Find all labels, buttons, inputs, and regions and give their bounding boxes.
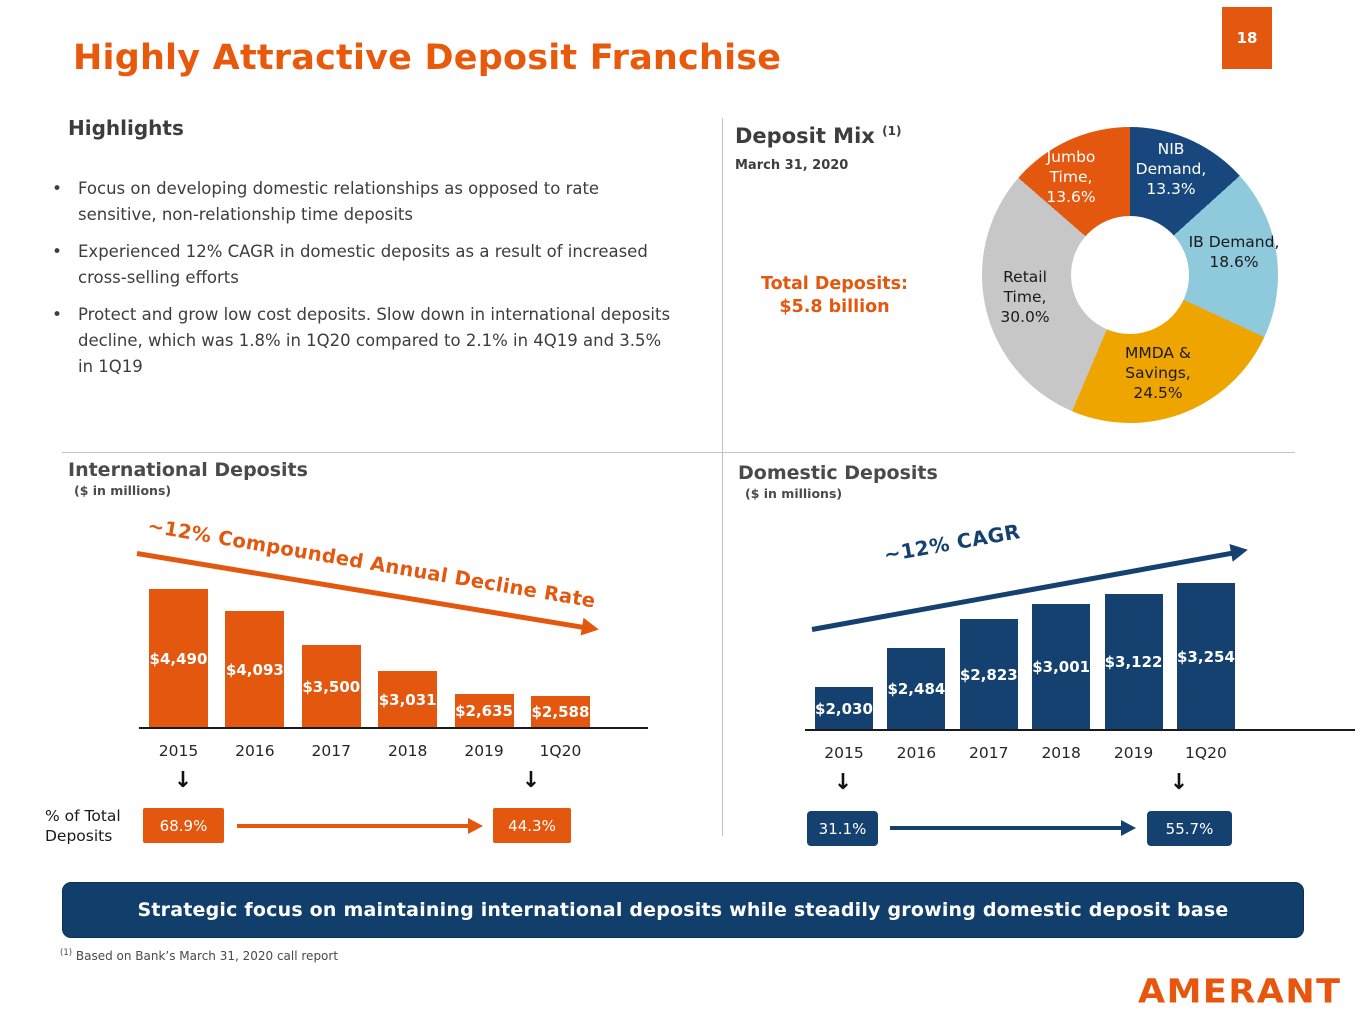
x-tick-label: 1Q20 xyxy=(1185,744,1227,762)
x-tick-label: 2017 xyxy=(969,744,1009,762)
donut-label-jumbo-time: Jumbo Time, 13.6% xyxy=(1046,148,1096,206)
bar-1Q20: $3,254 xyxy=(1176,583,1235,730)
x-tick-label: 2018 xyxy=(387,742,428,760)
bar-value-label: $3,001 xyxy=(1032,658,1091,676)
horizontal-divider xyxy=(62,452,1295,453)
bar-value-label: $2,484 xyxy=(887,680,946,698)
highlight-bullet: Experienced 12% CAGR in domestic deposit… xyxy=(50,239,680,291)
x-tick-label: 2017 xyxy=(311,742,351,760)
deposit-mix-date: March 31, 2020 xyxy=(735,158,849,173)
page-number: 18 xyxy=(1236,29,1258,47)
right-arrow-icon xyxy=(237,818,483,834)
bar-2018: $3,001 xyxy=(1032,604,1091,730)
x-tick-label: 2016 xyxy=(896,744,937,762)
x-tick-label: 2019 xyxy=(1113,744,1154,762)
x-tick-label: 2018 xyxy=(1041,744,1081,762)
page-title: Highly Attractive Deposit Franchise xyxy=(73,38,782,78)
bar-value-label: $4,093 xyxy=(225,660,284,679)
international-deposits-heading: International Deposits xyxy=(68,459,308,481)
donut-label-ib-demand: IB Demand, 18.6% xyxy=(1188,233,1280,271)
page-number-badge: 18 xyxy=(1222,7,1272,69)
right-arrow-icon xyxy=(890,820,1136,836)
x-tick-label: 2015 xyxy=(158,742,199,760)
highlights-heading: Highlights xyxy=(68,116,184,140)
domestic-bar-chart: $2,030 $2,484 $2,823 $3,001 $3,122 $3,254 xyxy=(815,580,1235,730)
donut-label-retail-time: Retail Time, 30.0% xyxy=(1000,268,1050,326)
vertical-divider xyxy=(722,118,723,836)
bar-2017: $2,823 xyxy=(959,619,1018,730)
down-arrow-icon: ↓ xyxy=(173,768,193,793)
bar-2019: $2,635 xyxy=(454,694,514,728)
footnote-text: Based on Bank’s March 31, 2020 call repo… xyxy=(75,949,339,963)
domestic-deposits-heading: Domestic Deposits xyxy=(738,462,938,484)
domestic-x-labels: 2015 2016 2017 2018 2019 1Q20 xyxy=(815,744,1235,762)
bar-2016: $4,093 xyxy=(225,611,285,728)
down-arrow-icon: ↓ xyxy=(521,768,541,793)
domestic-share-end: 55.7% xyxy=(1147,811,1232,846)
bar-2018: $3,031 xyxy=(378,671,438,728)
bar-value-label: $2,030 xyxy=(815,699,873,718)
domestic-x-axis xyxy=(805,729,1355,731)
international-x-labels: 2015 2016 2017 2018 2019 1Q20 xyxy=(149,742,590,760)
footnote-reference: (1) xyxy=(882,124,902,138)
bar-value-label: $2,635 xyxy=(455,702,513,720)
total-deposits-label: Total Deposits: xyxy=(760,274,909,294)
international-share-start: 68.9% xyxy=(143,808,224,843)
footnote-ref: (1) xyxy=(60,948,73,958)
bar-2015: $4,490 xyxy=(149,589,208,728)
bar-value-label: $3,122 xyxy=(1104,653,1163,671)
total-deposits-value: $5.8 billion xyxy=(779,296,890,317)
down-arrow-icon: ↓ xyxy=(1169,770,1189,795)
domestic-deposits-units: ($ in millions) xyxy=(745,486,843,501)
bar-value-label: $2,588 xyxy=(531,703,590,721)
domestic-share-start: 31.1% xyxy=(807,811,878,846)
international-bar-chart: $4,490 $4,093 $3,500 $3,031 $2,635 $2,588 xyxy=(149,580,590,728)
x-tick-label: 2019 xyxy=(464,742,504,760)
x-tick-label: 2015 xyxy=(824,744,864,762)
international-deposits-units: ($ in millions) xyxy=(74,483,172,498)
bar-value-label: $4,490 xyxy=(149,649,208,668)
bar-2019: $3,122 xyxy=(1104,594,1163,730)
donut-label-nib-demand: NIB Demand, 13.3% xyxy=(1135,140,1207,198)
share-of-total-label: % of Total Deposits xyxy=(45,807,121,846)
donut-label-mmda-savings: MMDA & Savings, 24.5% xyxy=(1124,344,1192,402)
amerant-logo: AMERANT xyxy=(1138,973,1342,1011)
bar-value-label: $2,823 xyxy=(959,665,1018,684)
donut-hole xyxy=(1071,216,1189,334)
deposit-mix-heading: Deposit Mix (1) xyxy=(735,124,902,148)
bar-2015: $2,030 xyxy=(815,687,873,730)
highlight-bullet: Focus on developing domestic relationshi… xyxy=(50,176,680,228)
bar-value-label: $3,254 xyxy=(1177,647,1235,666)
down-arrow-icon: ↓ xyxy=(833,770,853,795)
bar-value-label: $3,031 xyxy=(378,690,437,709)
total-deposits-callout: Total Deposits: $5.8 billion xyxy=(742,273,927,319)
bar-2016: $2,484 xyxy=(887,648,946,730)
bar-2017: $3,500 xyxy=(301,645,361,728)
x-tick-label: 1Q20 xyxy=(539,742,582,760)
cagr-annotation: ~12% CAGR xyxy=(881,519,1023,567)
x-tick-label: 2016 xyxy=(235,742,275,760)
bar-value-label: $3,500 xyxy=(302,677,361,696)
international-share-end: 44.3% xyxy=(493,808,571,843)
international-x-axis xyxy=(139,727,648,729)
highlights-list: Focus on developing domestic relationshi… xyxy=(50,176,680,391)
strategy-banner: Strategic focus on maintaining internati… xyxy=(62,882,1304,938)
highlight-bullet: Protect and grow low cost deposits. Slow… xyxy=(50,302,680,380)
footnote: (1) Based on Bank’s March 31, 2020 call … xyxy=(60,948,338,963)
bar-1Q20: $2,588 xyxy=(530,696,590,728)
